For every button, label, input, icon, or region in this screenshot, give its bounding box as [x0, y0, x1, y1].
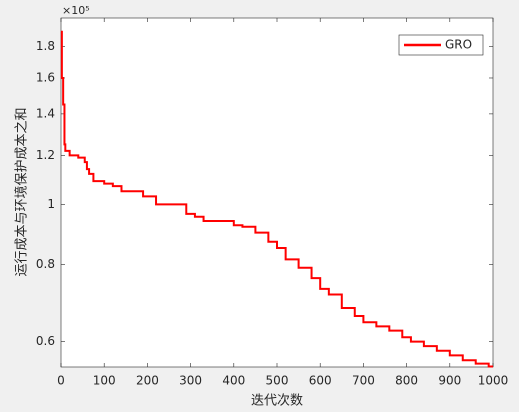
y-multiplier: ×10⁵: [62, 4, 90, 17]
x-tick-label: 800: [395, 374, 418, 388]
x-tick-label: 500: [266, 374, 289, 388]
x-tick-label: 300: [179, 374, 202, 388]
y-tick-label: 1.6: [36, 70, 55, 84]
y-tick-label: 1.8: [36, 39, 55, 53]
y-tick-label: 0.6: [36, 334, 55, 348]
x-tick-label: 600: [309, 374, 332, 388]
y-tick-label: 0.8: [36, 257, 55, 271]
y-tick-label: 1.4: [36, 106, 55, 120]
y-tick-label: 1: [47, 197, 55, 211]
plot-area: [60, 17, 494, 368]
x-tick-label: 900: [438, 374, 461, 388]
y-tick-label: 1.2: [36, 148, 55, 162]
legend-label: GRO: [445, 38, 472, 52]
x-tick-label: 100: [93, 374, 116, 388]
y-axis-label: 运行成本与环境保护成本之和: [15, 107, 30, 276]
data-line: [60, 30, 493, 368]
x-tick-label: 700: [352, 374, 375, 388]
x-tick-label: 400: [222, 374, 245, 388]
x-axis-label: 迭代次数: [251, 393, 303, 409]
x-tick-label: 200: [136, 374, 159, 388]
x-tick-label: 1000: [478, 374, 509, 388]
x-tick-label: 0: [57, 374, 65, 388]
